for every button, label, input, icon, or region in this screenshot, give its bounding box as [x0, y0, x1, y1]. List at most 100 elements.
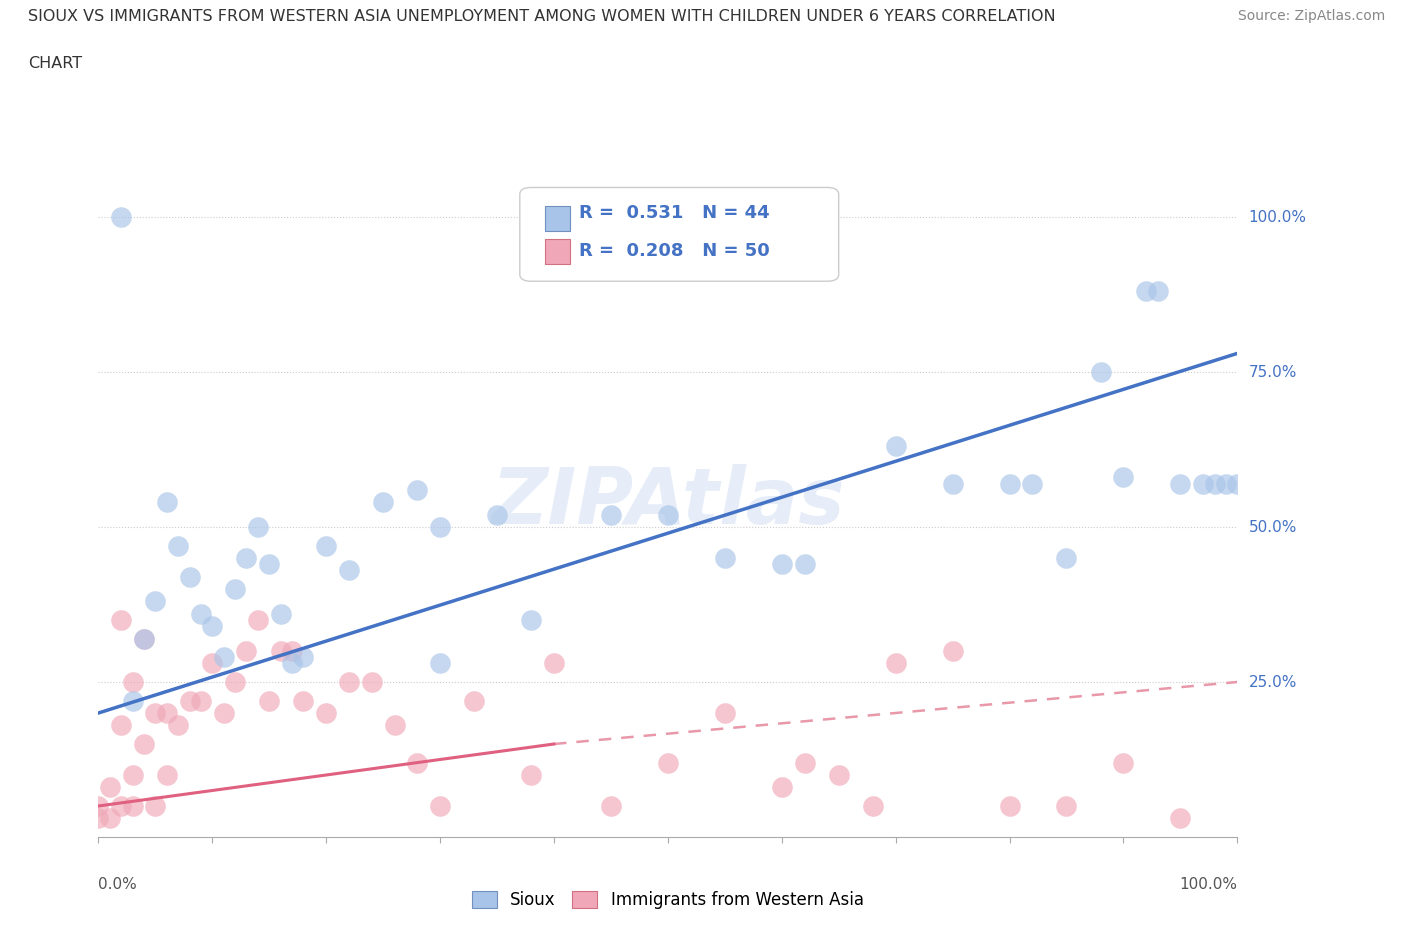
Point [235, 551, 257, 565]
Point [543, 656, 565, 671]
Point [224, 581, 246, 596]
Point [281, 656, 304, 671]
Text: 100.0%: 100.0% [1249, 209, 1306, 224]
Point [145, 799, 167, 814]
Point [212, 706, 235, 721]
Point [384, 718, 406, 733]
Text: 100.0%: 100.0% [1180, 877, 1237, 892]
Point [212, 650, 235, 665]
Point [87, 799, 110, 814]
Point [942, 476, 965, 491]
Point [942, 644, 965, 658]
Point [121, 674, 143, 689]
Text: 50.0%: 50.0% [1249, 520, 1296, 535]
Point [315, 706, 337, 721]
Point [121, 693, 143, 708]
Point [657, 507, 679, 522]
FancyBboxPatch shape [520, 188, 839, 281]
Point [98, 780, 121, 795]
Point [259, 557, 281, 572]
Point [190, 606, 212, 621]
Point [520, 767, 543, 782]
Point [201, 656, 224, 671]
Point [793, 557, 815, 572]
Point [201, 618, 224, 633]
Point [1170, 811, 1192, 826]
Text: SIOUX VS IMMIGRANTS FROM WESTERN ASIA UNEMPLOYMENT AMONG WOMEN WITH CHILDREN UND: SIOUX VS IMMIGRANTS FROM WESTERN ASIA UN… [28, 9, 1056, 24]
Point [1215, 476, 1237, 491]
Point [1021, 476, 1043, 491]
Point [998, 476, 1021, 491]
Point [770, 780, 793, 795]
Point [121, 799, 143, 814]
Text: 75.0%: 75.0% [1249, 365, 1296, 379]
Point [1112, 470, 1135, 485]
Point [998, 799, 1021, 814]
Point [486, 507, 509, 522]
Point [1056, 551, 1078, 565]
Point [270, 606, 292, 621]
Point [259, 693, 281, 708]
Point [429, 656, 451, 671]
Point [132, 631, 155, 646]
Point [156, 495, 179, 510]
Point [862, 799, 884, 814]
Point [1090, 365, 1112, 379]
Point [190, 693, 212, 708]
Point [406, 755, 429, 770]
Point [1135, 284, 1157, 299]
Point [714, 551, 737, 565]
Point [793, 755, 815, 770]
Text: ZIPAtlas: ZIPAtlas [491, 464, 845, 540]
Point [246, 613, 269, 628]
Point [520, 613, 543, 628]
Text: R =  0.531   N = 44: R = 0.531 N = 44 [579, 205, 769, 222]
Text: R =  0.208   N = 50: R = 0.208 N = 50 [579, 242, 769, 259]
Point [1226, 476, 1249, 491]
Point [1204, 476, 1226, 491]
Point [246, 520, 269, 535]
Point [1056, 799, 1078, 814]
Point [406, 483, 429, 498]
Point [600, 799, 623, 814]
Point [121, 767, 143, 782]
Point [315, 538, 337, 553]
Point [132, 737, 155, 751]
Text: 25.0%: 25.0% [1249, 674, 1296, 689]
Text: CHART: CHART [28, 56, 82, 71]
Point [429, 799, 451, 814]
Point [235, 644, 257, 658]
Point [156, 767, 179, 782]
Point [657, 755, 679, 770]
Point [463, 693, 485, 708]
Point [884, 656, 907, 671]
Point [145, 594, 167, 609]
Point [179, 693, 201, 708]
Text: 0.0%: 0.0% [98, 877, 138, 892]
Point [884, 439, 907, 454]
Point [770, 557, 793, 572]
Point [828, 767, 851, 782]
Point [110, 718, 132, 733]
Point [110, 799, 132, 814]
Point [1192, 476, 1215, 491]
Point [145, 706, 167, 721]
Point [110, 209, 132, 224]
Point [292, 693, 315, 708]
Point [337, 563, 360, 578]
Point [360, 674, 382, 689]
Point [1170, 476, 1192, 491]
Point [167, 538, 190, 553]
Point [1146, 284, 1168, 299]
Point [156, 706, 179, 721]
Point [132, 631, 155, 646]
Point [281, 644, 304, 658]
Legend: Sioux, Immigrants from Western Asia: Sioux, Immigrants from Western Asia [465, 884, 870, 916]
Point [98, 811, 121, 826]
Point [224, 674, 246, 689]
Point [270, 644, 292, 658]
Point [292, 650, 315, 665]
Point [179, 569, 201, 584]
Text: Source: ZipAtlas.com: Source: ZipAtlas.com [1237, 9, 1385, 23]
Point [337, 674, 360, 689]
